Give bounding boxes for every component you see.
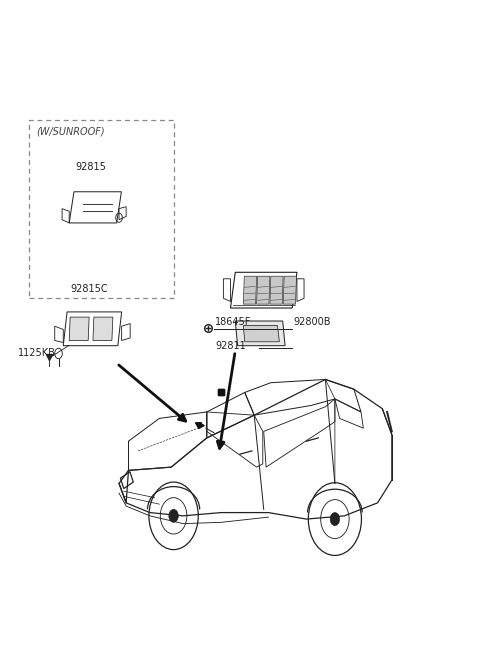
- Polygon shape: [93, 317, 113, 341]
- Polygon shape: [270, 276, 283, 304]
- Text: 1125KB: 1125KB: [18, 348, 56, 358]
- Text: 92815: 92815: [75, 162, 106, 172]
- Polygon shape: [243, 326, 279, 342]
- Polygon shape: [243, 276, 257, 304]
- Polygon shape: [283, 276, 297, 304]
- Text: (W/SUNROOF): (W/SUNROOF): [36, 126, 105, 136]
- Polygon shape: [69, 317, 89, 341]
- Circle shape: [330, 513, 340, 525]
- Text: 18645F: 18645F: [216, 317, 252, 327]
- Text: 92811: 92811: [216, 341, 246, 351]
- Circle shape: [169, 510, 179, 522]
- Text: 92800B: 92800B: [293, 317, 331, 327]
- Polygon shape: [235, 321, 285, 346]
- Bar: [29, 120, 174, 298]
- Text: 92815C: 92815C: [71, 284, 108, 294]
- Polygon shape: [257, 276, 270, 304]
